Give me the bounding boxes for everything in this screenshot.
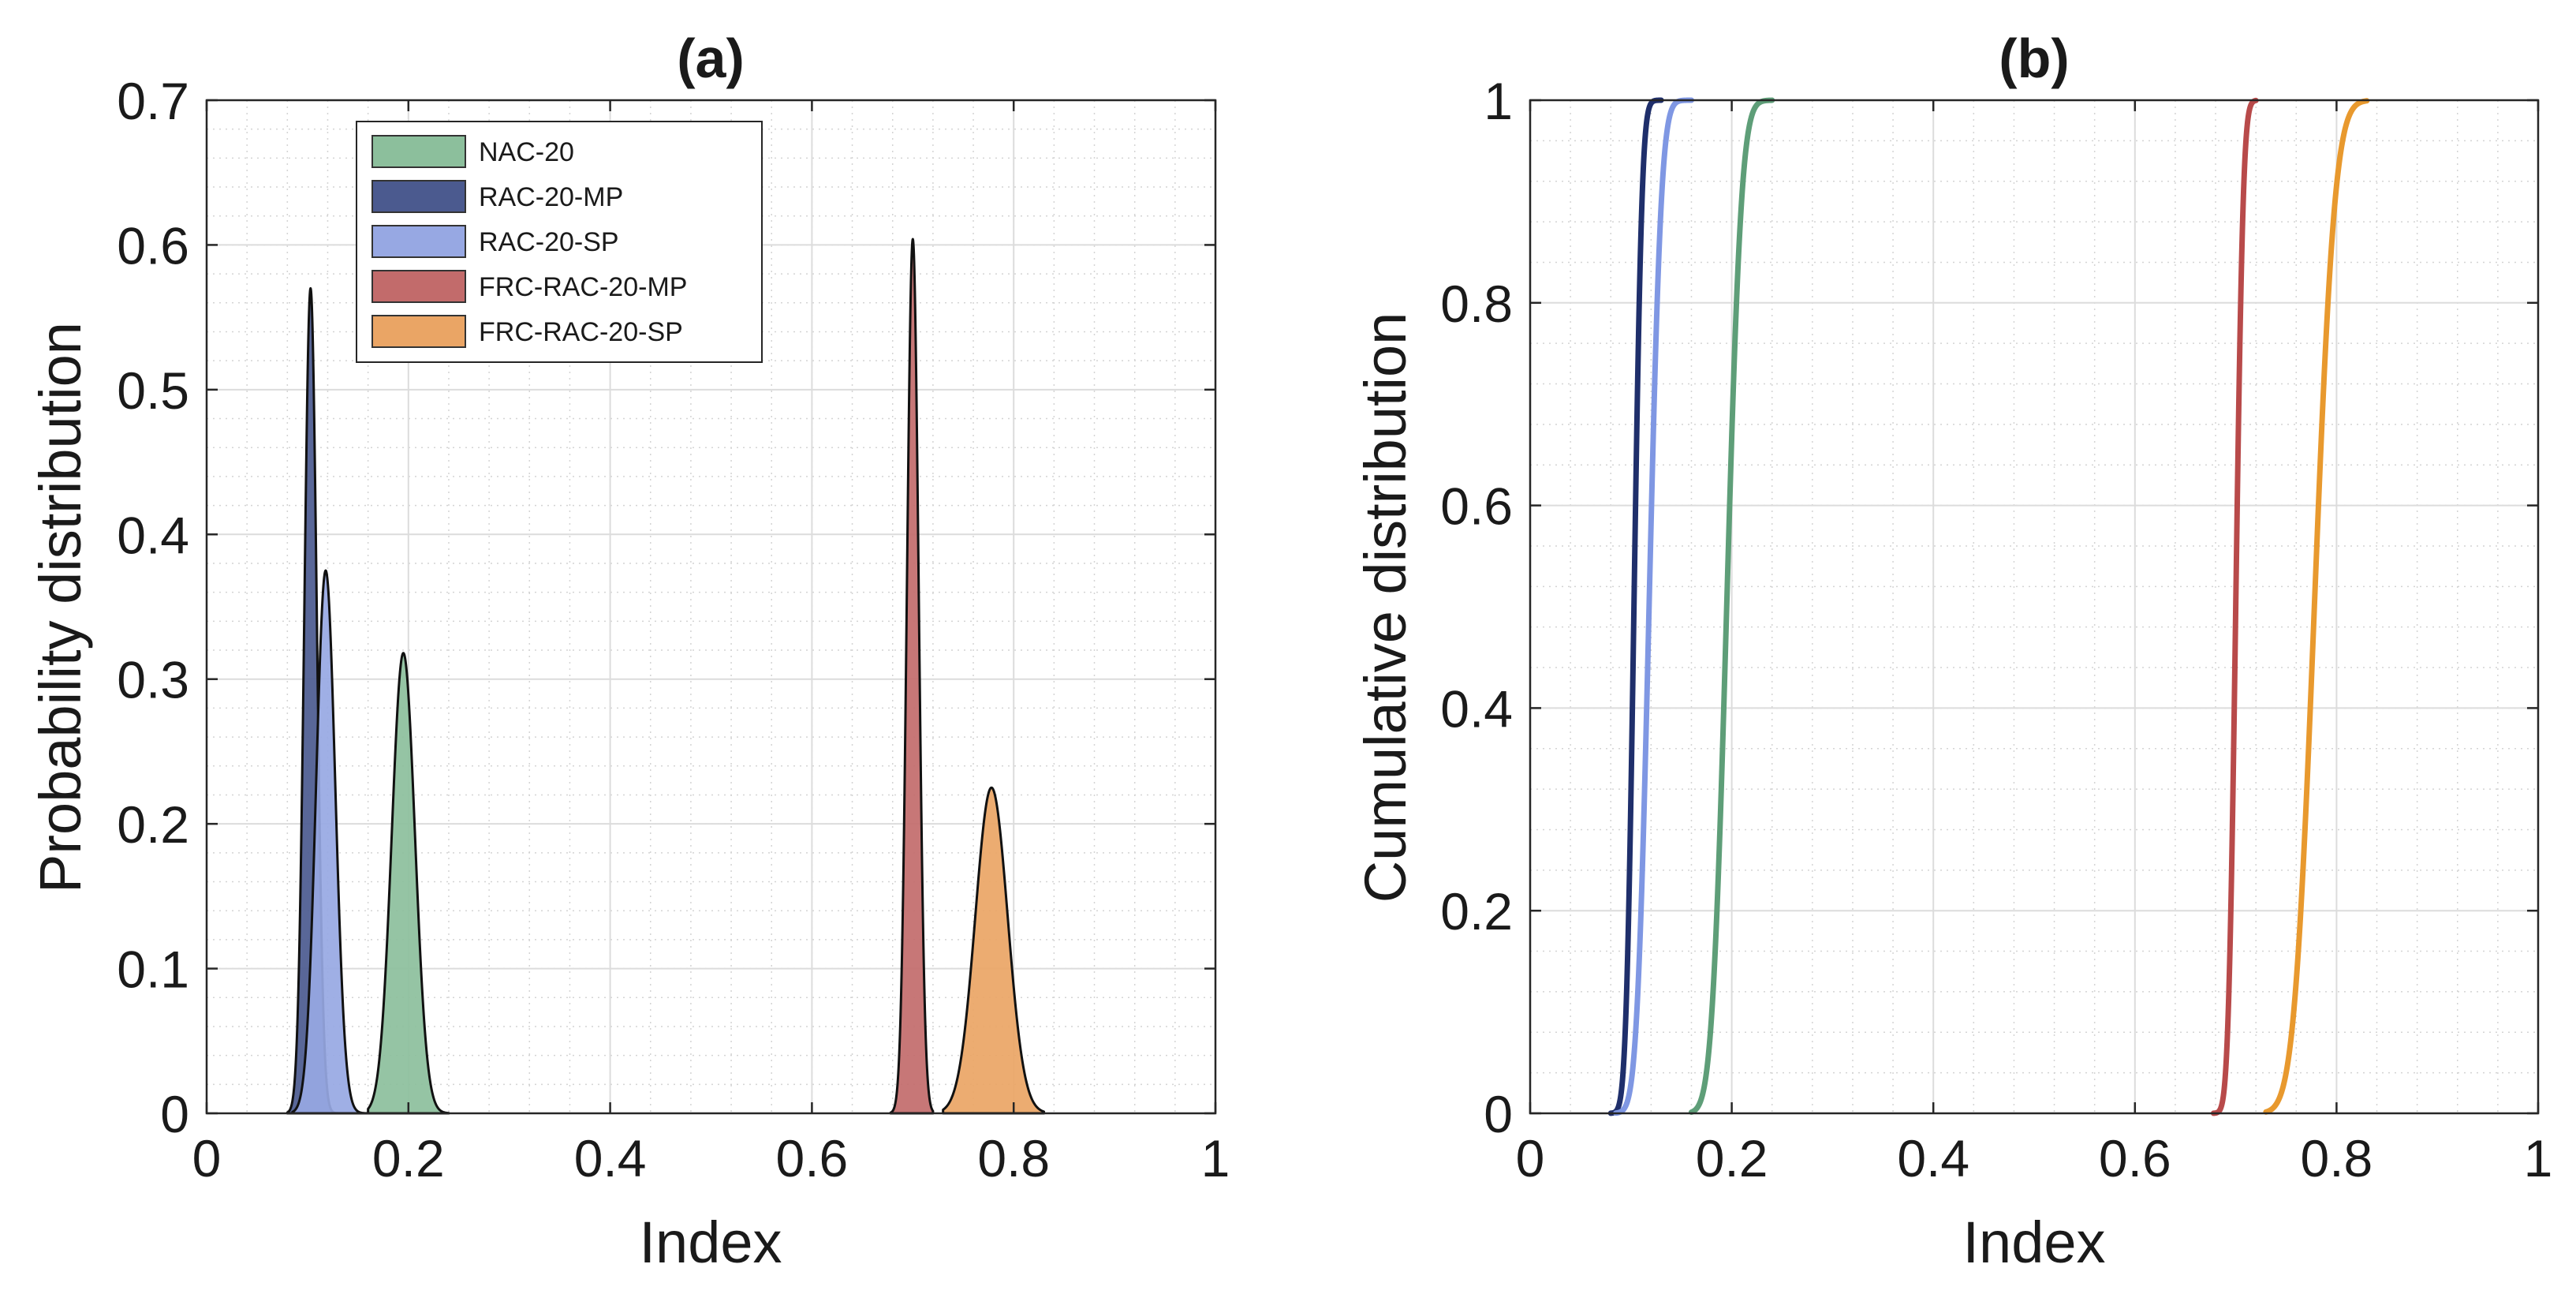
panel-a-title: (a) [677, 28, 745, 89]
panel-a-y-axis-label: Probability distribution [28, 322, 93, 893]
x-tick-label: 1 [2524, 1129, 2553, 1187]
pdf-area-nac-20 [367, 652, 450, 1115]
x-tick-label: 0.2 [1696, 1129, 1768, 1187]
pdf-area-frc-rac-20-mp [889, 237, 935, 1115]
y-tick-label: 0.6 [117, 216, 189, 275]
y-tick-label: 1 [1484, 72, 1513, 130]
legend-swatch-frc-rac-20-sp [371, 315, 466, 348]
panel-b-tick-marks [1529, 99, 2540, 1115]
y-tick-label: 0.4 [1440, 679, 1513, 738]
legend-swatch-frc-rac-20-mp [371, 270, 466, 303]
panel-a-density-curves [286, 237, 1046, 1115]
x-tick-label: 0 [192, 1129, 222, 1187]
legend-label-rac-20-mp: RAC-20-MP [479, 182, 623, 212]
legend-label-rac-20-sp: RAC-20-SP [479, 227, 619, 257]
panel-b-x-axis-label: Index [1962, 1210, 2105, 1275]
x-tick-label: 0.4 [1897, 1129, 1969, 1187]
y-tick-label: 0.2 [117, 795, 189, 854]
legend-swatch-nac-20 [371, 135, 466, 168]
y-tick-label: 0.2 [1440, 882, 1513, 941]
x-tick-label: 0.6 [776, 1129, 849, 1187]
panel-a-tick-marks [205, 99, 1217, 1115]
pdf-area-rac-20-sp [291, 569, 370, 1115]
x-tick-label: 1 [1201, 1129, 1230, 1187]
y-tick-label: 0.7 [117, 72, 189, 130]
panel-b-axes-box [1529, 99, 2540, 1115]
y-tick-label: 0 [160, 1085, 189, 1143]
x-tick-label: 0 [1516, 1129, 1545, 1187]
panel-b-cdf-chart: 0 0.2 0.4 0.6 0.8 1 00.20.40.60.81 (b) Index … [1353, 28, 2552, 1275]
cdf-line-rac-20-mp [1607, 97, 1664, 1116]
panel-b-title: (b) [1999, 28, 2069, 89]
cdf-line-frc-rac-20-mp [2210, 97, 2259, 1116]
panel-a-pdf-chart: 0 0.2 0.4 0.6 0.8 1 0 0.1 0.2 0.3 0.4 0.5 0.6 0.7 (a… [28, 28, 1230, 1275]
panel-b-y-tick-labels: 0 0.2 0.4 0.6 0.8 1 [1440, 72, 1513, 1143]
y-tick-label: 0.3 [117, 651, 189, 709]
panel-b-plot-area [1530, 100, 2538, 1113]
panel-a-y-tick-labels: 0 0.1 0.2 0.3 0.4 0.5 0.6 0.7 [117, 72, 189, 1143]
legend-label-nac-20: NAC-20 [479, 137, 574, 167]
legend-label-frc-rac-20-sp: FRC-RAC-20-SP [479, 317, 683, 347]
y-tick-label: 0.6 [1440, 477, 1513, 536]
cdf-line-frc-rac-20-sp [2263, 98, 2370, 1115]
panel-b-y-axis-label: Cumulative distribution [1353, 312, 1418, 903]
x-tick-label: 0.2 [372, 1129, 445, 1187]
y-tick-label: 0.1 [117, 941, 189, 999]
y-tick-label: 0 [1484, 1085, 1513, 1143]
panel-a-x-axis-label: Index [639, 1210, 782, 1275]
x-tick-label: 0.6 [2099, 1129, 2171, 1187]
pdf-area-frc-rac-20-sp [942, 786, 1046, 1115]
y-tick-label: 0.4 [117, 506, 189, 564]
legend-swatch-rac-20-mp [371, 180, 466, 213]
panel-a-legend: NAC-20 RAC-20-MP RAC-20-SP FRC-RAC-20-MP FRC… [356, 121, 763, 363]
x-tick-label: 0.4 [574, 1129, 647, 1187]
legend-swatch-rac-20-sp [371, 225, 466, 258]
panel-a-x-tick-labels: 0 0.2 0.4 0.6 0.8 1 [192, 1129, 1230, 1187]
y-tick-label: 0.8 [1440, 275, 1513, 333]
panel-b-x-tick-labels: 0 0.2 0.4 0.6 0.8 1 [1516, 1129, 2553, 1187]
y-tick-label: 0.5 [117, 361, 189, 420]
panel-a-axes-box [205, 99, 1217, 1115]
cdf-line-nac-20 [1688, 97, 1775, 1115]
legend-label-frc-rac-20-mp: FRC-RAC-20-MP [479, 272, 687, 302]
x-tick-label: 0.8 [977, 1129, 1050, 1187]
panel-a-minor-grid [206, 99, 1216, 1114]
panel-b-cdf-curves [1607, 97, 2370, 1116]
x-tick-label: 0.8 [2301, 1129, 2373, 1187]
